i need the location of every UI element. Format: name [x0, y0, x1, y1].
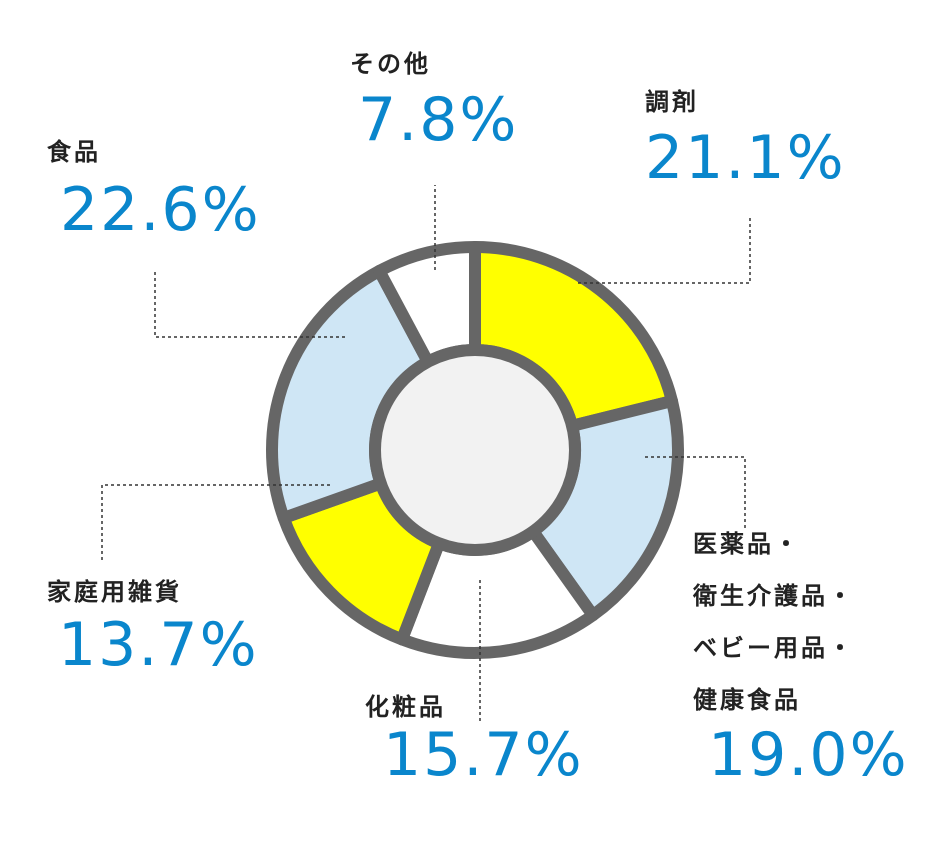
value-label: 19.0% [708, 720, 909, 790]
leader-line [578, 215, 751, 284]
value-label: 13.7% [58, 610, 259, 680]
value-label: 15.7% [383, 720, 584, 790]
category-label: 家庭用雑貨 [47, 578, 182, 606]
value-label: 22.6% [60, 175, 261, 245]
value-label: 7.8% [358, 85, 518, 155]
category-label: 調剤 [645, 88, 699, 116]
category-label: 化粧品 [365, 693, 446, 721]
category-label: ベビー用品・ [693, 634, 855, 662]
category-label: その他 [350, 50, 431, 78]
value-label: 21.1% [645, 123, 846, 193]
category-label: 医薬品・ [693, 530, 801, 558]
category-label: 健康食品 [693, 686, 801, 714]
leader-line [154, 270, 345, 338]
category-label: 食品 [47, 138, 101, 166]
donut-hole [369, 344, 581, 556]
category-label: 衛生介護品・ [692, 582, 855, 610]
leader-line [101, 484, 330, 562]
